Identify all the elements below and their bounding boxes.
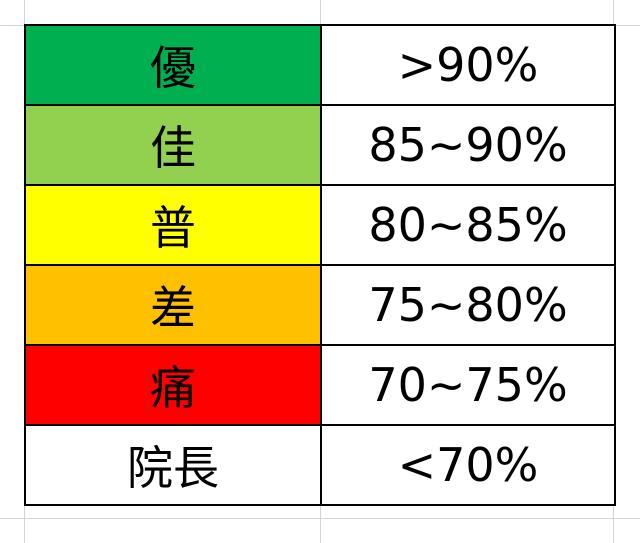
grade-cell[interactable]: 痛	[24, 344, 322, 426]
grade-cell[interactable]: 普	[24, 184, 322, 266]
legend-row: 優 >90%	[24, 24, 616, 106]
grade-cell[interactable]: 院長	[24, 424, 322, 506]
range-cell[interactable]: 75~80%	[320, 264, 616, 346]
range-cell[interactable]: 85~90%	[320, 104, 616, 186]
range-cell[interactable]: >90%	[320, 24, 616, 106]
grade-cell[interactable]: 優	[24, 24, 322, 106]
grade-cell[interactable]: 差	[24, 264, 322, 346]
legend-row: 差 75~80%	[24, 264, 616, 346]
legend-row: 痛 70~75%	[24, 344, 616, 426]
legend-row: 佳 85~90%	[24, 104, 616, 186]
grade-cell[interactable]: 佳	[24, 104, 322, 186]
range-cell[interactable]: 80~85%	[320, 184, 616, 266]
legend-row: 院長 <70%	[24, 424, 616, 506]
range-cell[interactable]: 70~75%	[320, 344, 616, 426]
legend-row: 普 80~85%	[24, 184, 616, 266]
range-cell[interactable]: <70%	[320, 424, 616, 506]
grade-legend-table: 優 >90% 佳 85~90% 普 80~85% 差 75~80% 痛 70~75% 院長 <70%	[24, 24, 616, 506]
gridline	[0, 518, 640, 519]
